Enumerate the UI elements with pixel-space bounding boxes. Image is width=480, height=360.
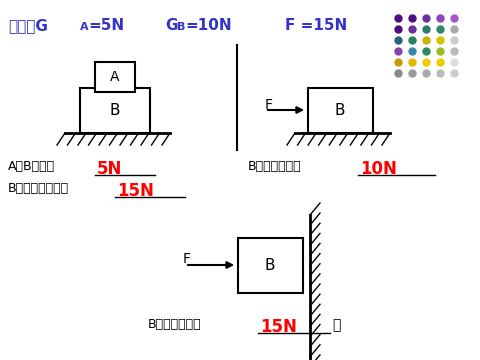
Text: G: G: [165, 18, 178, 33]
Text: B: B: [177, 22, 185, 32]
Text: B: B: [335, 103, 345, 117]
Text: 5N: 5N: [97, 160, 122, 178]
Text: 15N: 15N: [260, 318, 297, 336]
Text: F: F: [265, 98, 273, 112]
Text: A对B压力为: A对B压力为: [8, 160, 55, 173]
Text: 。: 。: [332, 318, 340, 332]
Text: 练习：G: 练习：G: [8, 18, 48, 33]
Bar: [308, 87, 372, 132]
Bar: [80, 87, 150, 132]
Text: B: B: [265, 257, 275, 273]
Text: B对地面的压力: B对地面的压力: [248, 160, 301, 173]
Text: =10N: =10N: [185, 18, 232, 33]
Text: F =15N: F =15N: [285, 18, 347, 33]
Text: F: F: [183, 252, 191, 266]
Bar: [238, 238, 302, 293]
Text: 15N: 15N: [117, 182, 154, 200]
Text: A: A: [80, 22, 89, 32]
Text: B: B: [110, 103, 120, 117]
Text: B对地面的压力为: B对地面的压力为: [8, 182, 69, 195]
Bar: [95, 62, 135, 92]
Text: A: A: [110, 70, 120, 84]
Text: =5N: =5N: [88, 18, 124, 33]
Text: 10N: 10N: [360, 160, 397, 178]
Text: B对墙面的压力: B对墙面的压力: [148, 318, 202, 331]
